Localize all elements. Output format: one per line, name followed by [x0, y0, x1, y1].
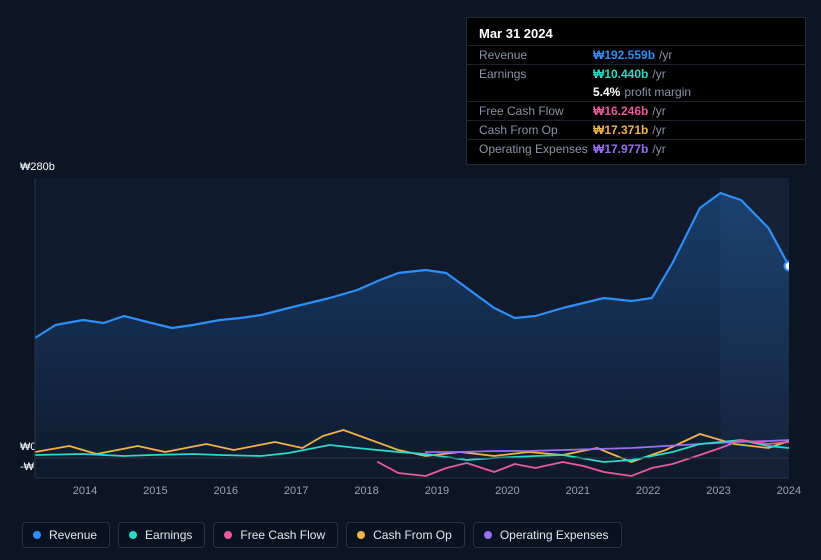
tooltip-row-label: Revenue [479, 48, 589, 62]
legend-item-label: Revenue [49, 528, 97, 542]
tooltip-row: Operating Expenses ₩17.977b/yr [467, 139, 805, 158]
x-tick: 2021 [553, 485, 603, 497]
x-tick: 2016 [201, 485, 251, 497]
tooltip-row-value: 5.4% [593, 85, 620, 99]
x-tick: 2015 [130, 485, 180, 497]
x-tick: 2023 [694, 485, 744, 497]
legend-item-label: Earnings [145, 528, 192, 542]
x-tick: 2020 [482, 485, 532, 497]
tooltip-row: Cash From Op ₩17.371b/yr [467, 120, 805, 139]
legend-item-label: Cash From Op [373, 528, 452, 542]
tooltip-row-value: ₩192.559b [593, 48, 655, 62]
earnings-color-icon [129, 531, 137, 539]
legend-item-revenue[interactable]: Revenue [22, 522, 110, 548]
tooltip-row: Earnings ₩10.440b/yr [467, 64, 805, 83]
x-tick: 2024 [764, 485, 814, 497]
x-tick: 2018 [342, 485, 392, 497]
tooltip-row-label: Earnings [479, 67, 589, 81]
legend-item-earnings[interactable]: Earnings [118, 522, 205, 548]
tooltip-row-label: Free Cash Flow [479, 104, 589, 118]
tooltip-row: Free Cash Flow ₩16.246b/yr [467, 101, 805, 120]
tooltip-row-label: Cash From Op [479, 123, 589, 137]
x-axis: 2014 2015 2016 2017 2018 2019 2020 2021 2022 2023… [60, 485, 814, 497]
tooltip-row-unit: /yr [652, 67, 665, 81]
chart-legend: Revenue Earnings Free Cash Flow Cash From O… [22, 522, 622, 548]
x-tick: 2017 [271, 485, 321, 497]
tooltip-row-unit: profit margin [624, 85, 691, 99]
legend-item-label: Free Cash Flow [240, 528, 325, 542]
tooltip-row-unit: /yr [659, 48, 672, 62]
tooltip-row-unit: /yr [652, 123, 665, 137]
x-tick: 2019 [412, 485, 462, 497]
tooltip-row-unit: /yr [652, 104, 665, 118]
tooltip-row-unit: /yr [652, 142, 665, 156]
opex-color-icon [484, 531, 492, 539]
tooltip-row: Revenue ₩192.559b/yr [467, 45, 805, 64]
tooltip-row-value: ₩10.440b [593, 67, 648, 81]
x-tick: 2022 [623, 485, 673, 497]
tooltip-row-value: ₩17.977b [593, 142, 648, 156]
tooltip-row-value: ₩17.371b [593, 123, 648, 137]
legend-item-cfo[interactable]: Cash From Op [346, 522, 465, 548]
legend-item-fcf[interactable]: Free Cash Flow [213, 522, 338, 548]
revenue-color-icon [33, 531, 41, 539]
timeseries-chart [0, 160, 789, 488]
x-tick: 2014 [60, 485, 110, 497]
tooltip-date: Mar 31 2024 [467, 24, 805, 45]
legend-item-opex[interactable]: Operating Expenses [473, 522, 622, 548]
tooltip-row-label: Operating Expenses [479, 142, 589, 156]
tooltip-row-value: ₩16.246b [593, 104, 648, 118]
tooltip-row: 5.4% profit margin [467, 83, 805, 101]
hover-tooltip: Mar 31 2024 Revenue ₩192.559b/yr Earnings ₩… [466, 17, 806, 165]
cfo-color-icon [357, 531, 365, 539]
legend-item-label: Operating Expenses [500, 528, 609, 542]
fcf-color-icon [224, 531, 232, 539]
